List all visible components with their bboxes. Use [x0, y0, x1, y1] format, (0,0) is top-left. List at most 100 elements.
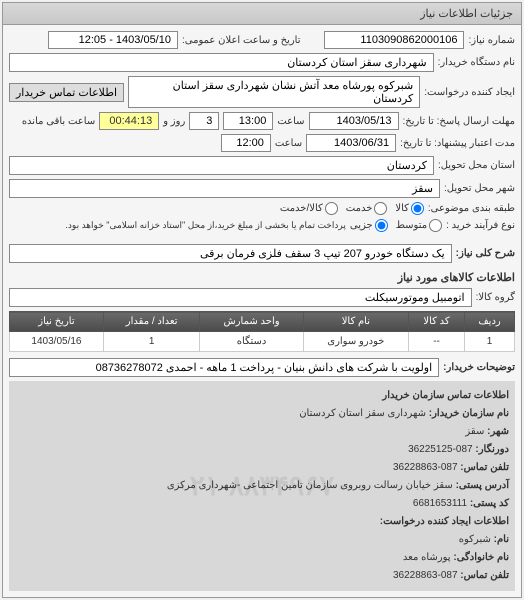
buyer-org-label: نام دستگاه خریدار:	[438, 57, 515, 68]
process-label: نوع فرآیند خرید :	[446, 220, 515, 231]
contact-section-title: اطلاعات تماس سازمان خریدار	[15, 387, 509, 405]
creator-field: شبرکوه پورشاه معد آتش نشان شهرداری سقز ا…	[128, 76, 420, 108]
buyer-notes-field: اولویت با شرکت های دانش بنیان - پرداخت 1…	[9, 358, 439, 377]
panel-body: شماره نیاز: 1103090862000106 تاریخ و ساع…	[3, 25, 521, 597]
table-row: 1 -- خودرو سواری دستگاه 1 1403/05/16	[10, 332, 515, 352]
radio-service-label: خدمت	[346, 203, 373, 214]
c-city-label: شهر:	[487, 426, 509, 437]
panel-title: جزئیات اطلاعات نیاز	[3, 3, 521, 25]
saat-label-2: ساعت	[275, 138, 302, 149]
cr-family: پورشاه معد	[403, 552, 451, 563]
row-need-desc: شرح کلی نیاز: یک دستگاه خودرو 207 تیپ 3 …	[9, 244, 515, 263]
creator-label: ایجاد کننده درخواست:	[424, 87, 515, 98]
td-0: 1	[465, 332, 515, 352]
validity-date-field: 1403/06/31	[306, 134, 396, 152]
buyer-notes-label: توضیحات خریدار:	[443, 362, 515, 373]
c-fax: 087-36225125	[408, 444, 473, 455]
c-postal-label: کد پستی:	[470, 498, 509, 509]
main-panel: جزئیات اطلاعات نیاز شماره نیاز: 11030908…	[2, 2, 522, 598]
validity-label: مدت اعتبار پیشنهاد: تا تاریخ:	[400, 138, 515, 149]
th-4: تعداد / مقدار	[103, 312, 199, 332]
remaining-time-field: 00:44:13	[99, 112, 159, 130]
request-number-field: 1103090862000106	[324, 31, 464, 49]
radio-partial-item[interactable]: جزیی	[350, 219, 388, 232]
goods-table: ردیف کد کالا نام کالا واحد شمارش تعداد /…	[9, 311, 515, 352]
saat-label-1: ساعت	[277, 116, 304, 127]
c-postal-line: کد پستی: 6681653111	[15, 495, 509, 513]
cr-family-label: نام خانوادگی:	[453, 552, 509, 563]
contact-info-button[interactable]: اطلاعات تماس خریدار	[9, 83, 124, 102]
td-3: دستگاه	[200, 332, 303, 352]
c-postal: 6681653111	[413, 498, 467, 509]
td-1: --	[408, 332, 464, 352]
cr-name-label: نام:	[494, 534, 509, 545]
announce-field: 1403/05/10 - 12:05	[48, 31, 178, 49]
deadline-send-label: مهلت ارسال پاسخ: تا تاریخ:	[403, 116, 515, 127]
c-city: سقز	[465, 426, 484, 437]
need-desc-field: یک دستگاه خودرو 207 تیپ 3 سقف فلزی فرمان…	[9, 244, 452, 263]
cr-family-line: نام خانوادگی: پورشاه معد	[15, 549, 509, 567]
c-address-label: آدرس پستی:	[456, 480, 509, 491]
process-radio-group: متوسط جزیی	[350, 219, 442, 232]
row-province: استان محل تحویل: کردستان	[9, 156, 515, 175]
radio-service[interactable]	[374, 202, 387, 215]
c-fax-line: دورنگار: 087-36225125	[15, 441, 509, 459]
radio-goods-service-label: کالا/خدمت	[280, 203, 323, 214]
deadline-time-field: 13:00	[223, 112, 273, 130]
remaining-label: ساعت باقی مانده	[22, 116, 95, 127]
days-label: روز و	[163, 116, 185, 127]
validity-time-field: 12:00	[221, 134, 271, 152]
th-2: نام کالا	[303, 312, 408, 332]
td-5: 1403/05/16	[10, 332, 104, 352]
radio-medium-label: متوسط	[396, 220, 427, 231]
row-buyer-notes: توضیحات خریدار: اولویت با شرکت های دانش …	[9, 358, 515, 377]
radio-goods-label: کالا	[395, 203, 409, 214]
th-1: کد کالا	[408, 312, 464, 332]
request-number-label: شماره نیاز:	[468, 35, 515, 46]
cr-name-line: نام: شبرکوه	[15, 531, 509, 549]
row-category: طبقه بندی موضوعی: کالا خدمت کالا/خدمت	[9, 202, 515, 215]
row-validity: مدت اعتبار پیشنهاد: تا تاریخ: 1403/06/31…	[9, 134, 515, 152]
province-field: کردستان	[9, 156, 434, 175]
row-city: شهر محل تحویل: سقز	[9, 179, 515, 198]
row-deadline: مهلت ارسال پاسخ: تا تاریخ: 1403/05/13 سا…	[9, 112, 515, 130]
th-0: ردیف	[465, 312, 515, 332]
category-label: طبقه بندی موضوعی:	[428, 203, 515, 214]
radio-goods-service[interactable]	[325, 202, 338, 215]
radio-goods[interactable]	[411, 202, 424, 215]
cr-name: شبرکوه	[459, 534, 491, 545]
c-city-line: شهر: سقز	[15, 423, 509, 441]
radio-partial-label: جزیی	[350, 220, 373, 231]
c-org-line: نام سازمان خریدار: شهرداری سقز استان کرد…	[15, 405, 509, 423]
th-5: تاریخ نیاز	[10, 312, 104, 332]
radio-goods-item[interactable]: کالا	[395, 202, 424, 215]
row-group: گروه کالا: اتومبیل وموتورسیکلت	[9, 288, 515, 307]
group-label: گروه کالا:	[476, 292, 515, 303]
c-address-line: آدرس پستی: سقز خیابان رسالت روبروی سازما…	[15, 477, 509, 495]
td-2: خودرو سواری	[303, 332, 408, 352]
process-note: پرداخت تمام یا بخشی از مبلغ خرید،از محل …	[65, 220, 345, 231]
radio-medium[interactable]	[429, 219, 442, 232]
c-address: سقز خیابان رسالت روبروی سازمان تامین اجت…	[167, 480, 453, 491]
td-4: 1	[103, 332, 199, 352]
goods-section-title: اطلاعات کالاهای مورد نیاز	[9, 267, 515, 288]
need-desc-label: شرح کلی نیاز:	[456, 248, 515, 259]
buyer-org-field: شهرداری سقز استان کردستان	[9, 53, 434, 72]
creator-section-title: اطلاعات ایجاد کننده درخواست:	[15, 513, 509, 531]
row-process: نوع فرآیند خرید : متوسط جزیی پرداخت تمام…	[9, 219, 515, 232]
table-header-row: ردیف کد کالا نام کالا واحد شمارش تعداد /…	[10, 312, 515, 332]
radio-service-item[interactable]: خدمت	[346, 202, 388, 215]
radio-goods-service-item[interactable]: کالا/خدمت	[280, 202, 338, 215]
city-label: شهر محل تحویل:	[444, 183, 515, 194]
group-field: اتومبیل وموتورسیکلت	[9, 288, 472, 307]
radio-partial[interactable]	[375, 219, 388, 232]
c-org-label: نام سازمان خریدار:	[429, 408, 509, 419]
c-org: شهرداری سقز استان کردستان	[299, 408, 426, 419]
city-field: سقز	[9, 179, 440, 198]
radio-medium-item[interactable]: متوسط	[396, 219, 442, 232]
deadline-date-field: 1403/05/13	[309, 112, 399, 130]
c-phone-line: تلفن تماس: 087-36228863	[15, 459, 509, 477]
province-label: استان محل تحویل:	[438, 160, 515, 171]
c-phone-label: تلفن تماس:	[460, 462, 509, 473]
row-request-number: شماره نیاز: 1103090862000106 تاریخ و ساع…	[9, 31, 515, 49]
